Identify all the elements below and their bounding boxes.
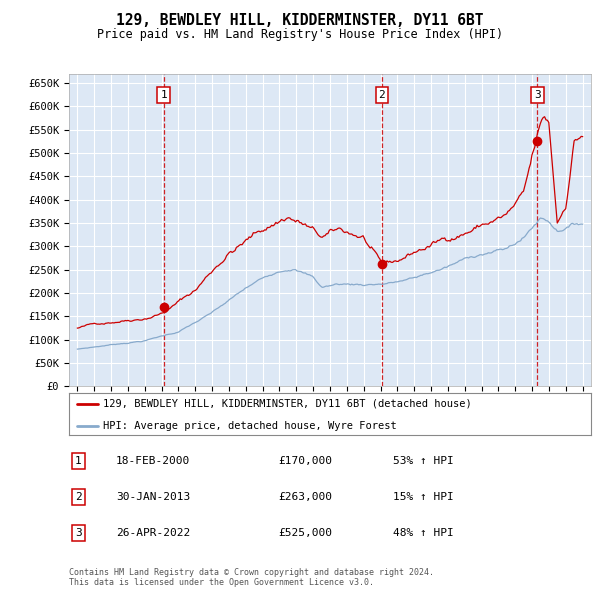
Text: Price paid vs. HM Land Registry's House Price Index (HPI): Price paid vs. HM Land Registry's House … [97,28,503,41]
Text: 15% ↑ HPI: 15% ↑ HPI [392,492,454,502]
Text: 48% ↑ HPI: 48% ↑ HPI [392,528,454,537]
Text: £170,000: £170,000 [278,456,332,466]
Text: 2: 2 [379,90,385,100]
Text: 18-FEB-2000: 18-FEB-2000 [116,456,190,466]
Text: 129, BEWDLEY HILL, KIDDERMINSTER, DY11 6BT: 129, BEWDLEY HILL, KIDDERMINSTER, DY11 6… [116,13,484,28]
Text: 3: 3 [75,528,82,537]
Text: 30-JAN-2013: 30-JAN-2013 [116,492,190,502]
Text: 26-APR-2022: 26-APR-2022 [116,528,190,537]
Text: 1: 1 [75,456,82,466]
Text: 2: 2 [75,492,82,502]
Text: £525,000: £525,000 [278,528,332,537]
Text: £263,000: £263,000 [278,492,332,502]
Text: 1: 1 [160,90,167,100]
Text: 129, BEWDLEY HILL, KIDDERMINSTER, DY11 6BT (detached house): 129, BEWDLEY HILL, KIDDERMINSTER, DY11 6… [103,399,472,408]
Text: HPI: Average price, detached house, Wyre Forest: HPI: Average price, detached house, Wyre… [103,421,397,431]
Text: Contains HM Land Registry data © Crown copyright and database right 2024.
This d: Contains HM Land Registry data © Crown c… [69,568,434,587]
Text: 53% ↑ HPI: 53% ↑ HPI [392,456,454,466]
Text: 3: 3 [534,90,541,100]
